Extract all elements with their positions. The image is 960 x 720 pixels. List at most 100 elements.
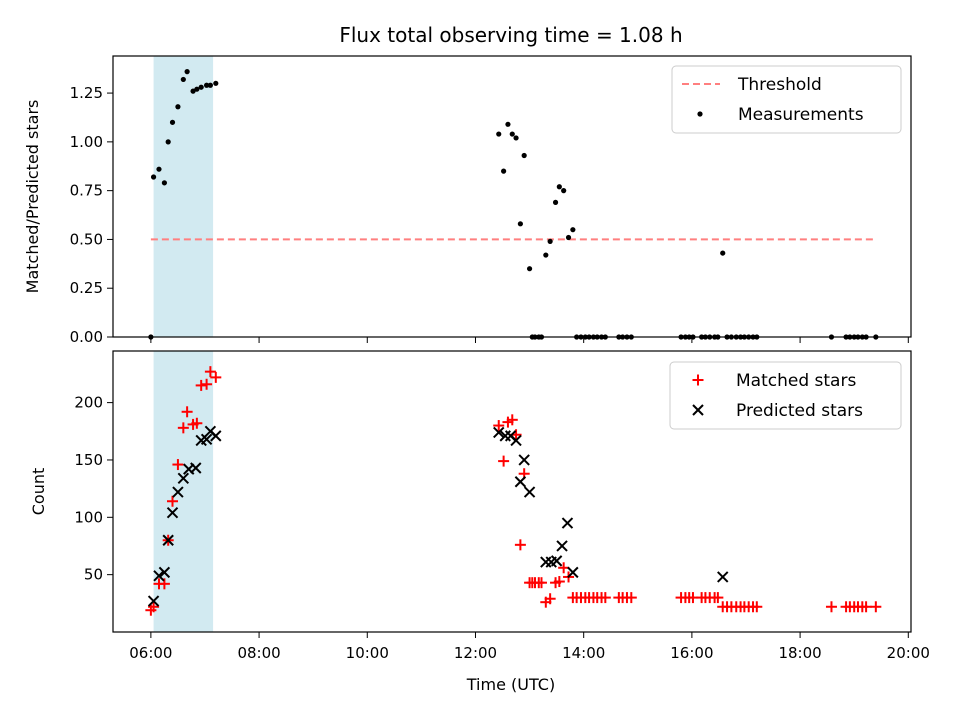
data-point-0-d2 xyxy=(147,595,160,607)
data-point-30 xyxy=(556,184,562,190)
data-point-23 xyxy=(556,540,568,552)
x-tick-label: 14:00 xyxy=(562,644,605,662)
data-point-11 xyxy=(198,84,204,90)
data-point-55 xyxy=(720,250,726,256)
data-point-26-d2 xyxy=(717,571,729,583)
legend-label: Measurements xyxy=(738,105,864,125)
legend-label: Threshold xyxy=(737,75,822,95)
data-point-22 xyxy=(526,266,533,272)
data-point-8 xyxy=(190,462,202,474)
y-tick-label: 150 xyxy=(74,451,103,469)
data-point-30 xyxy=(553,576,565,588)
data-point-7 xyxy=(177,422,189,434)
data-point-26 xyxy=(535,577,547,589)
data-point-5-d2 xyxy=(172,486,184,498)
data-point-6 xyxy=(177,472,190,485)
axes-frame xyxy=(112,55,912,338)
y-axis-label: Matched/Predicted stars xyxy=(23,100,42,294)
y-tick-label: 0.75 xyxy=(70,182,103,200)
data-point-33 xyxy=(570,227,576,233)
data-point-7-d2 xyxy=(183,463,195,475)
data-point-41 xyxy=(599,592,611,604)
data-point-2-d2 xyxy=(158,566,171,579)
x-tick-label: 18:00 xyxy=(778,644,821,662)
data-point-22 xyxy=(550,555,563,567)
x-tick-label: 12:00 xyxy=(454,644,497,662)
data-point-13 xyxy=(207,82,213,88)
data-point-3-d2 xyxy=(162,534,174,546)
data-point-5 xyxy=(167,495,179,507)
data-point-10 xyxy=(200,433,213,446)
legend-x-swatch xyxy=(692,404,704,416)
data-point-16 xyxy=(498,455,510,467)
y-tick-label: 100 xyxy=(74,508,103,526)
data-point-31 xyxy=(561,188,567,194)
y-tick-label: 0.00 xyxy=(70,328,103,346)
x-tick-label: 06:00 xyxy=(129,644,172,662)
data-point-14 xyxy=(213,80,219,86)
data-point-18 xyxy=(509,131,515,137)
top-panel-ratio: 0.00 0.25 0.50 0.75 1.00 1.25 Matched/Predicte… xyxy=(23,55,912,346)
axes-frame xyxy=(112,350,912,633)
data-point-17 xyxy=(514,476,527,488)
data-point-1 xyxy=(150,174,157,180)
data-point-12-d2 xyxy=(210,430,222,442)
data-point-3 xyxy=(162,534,174,546)
chart-title: Flux total observing time = 1.08 h xyxy=(339,23,682,47)
data-point-5 xyxy=(169,119,176,125)
data-point-13 xyxy=(204,366,216,378)
data-point-22-d2 xyxy=(550,555,563,567)
data-point-24-d2 xyxy=(561,517,574,529)
data-point-45 xyxy=(625,592,637,604)
data-point-70 xyxy=(860,601,872,613)
data-point-18-d2 xyxy=(518,454,530,466)
data-point-4 xyxy=(165,139,171,145)
x-tick-label: 08:00 xyxy=(237,644,280,662)
data-point-10-d2 xyxy=(200,433,213,446)
x-tick-label: 10:00 xyxy=(346,644,389,662)
legend-plus-swatch xyxy=(692,374,704,386)
data-point-6 xyxy=(175,104,181,110)
y-tick-label: 50 xyxy=(84,566,103,584)
data-point-18 xyxy=(518,454,530,466)
legend-label: Predicted stars xyxy=(736,401,863,421)
data-point-18 xyxy=(506,414,518,426)
x-axis-label: Time (UTC) xyxy=(466,675,555,694)
data-point-13-d2 xyxy=(493,426,505,439)
data-point-16-d2 xyxy=(510,434,522,447)
data-point-32 xyxy=(565,234,572,241)
data-point-25-d2 xyxy=(567,566,579,579)
data-point-4 xyxy=(166,507,179,519)
legend-label: Matched stars xyxy=(736,371,856,391)
data-point-15 xyxy=(493,420,505,432)
data-point-19 xyxy=(513,135,519,141)
data-point-20 xyxy=(517,221,523,227)
data-point-5 xyxy=(172,486,184,498)
series-predicted-stars xyxy=(147,425,729,607)
data-point-10 xyxy=(191,417,203,429)
data-point-19-d2 xyxy=(523,486,536,498)
data-point-1 xyxy=(148,601,160,613)
legend-x-swatch-d2 xyxy=(692,404,704,416)
data-point-23-d2 xyxy=(556,540,568,552)
legend: Threshold Measurements xyxy=(671,65,902,134)
data-point-3 xyxy=(161,180,167,186)
data-point-15 xyxy=(496,131,502,137)
data-point-28 xyxy=(544,593,556,605)
x-tick-label: 16:00 xyxy=(670,644,713,662)
data-point-54 xyxy=(712,592,724,604)
y-axis-label: Count xyxy=(29,468,48,516)
data-point-8 xyxy=(181,406,193,418)
x-tick-label: 20:00 xyxy=(887,644,930,662)
y-tick-label: 200 xyxy=(74,394,103,412)
data-point-0 xyxy=(147,595,160,607)
data-point-12 xyxy=(210,430,222,442)
data-point-1 xyxy=(153,570,165,582)
data-point-14 xyxy=(210,371,222,383)
bottom-panel-count: 50 100 150 200 06:00 08:00 10:00 12:00 14:00 16:0… xyxy=(29,350,930,662)
data-point-13 xyxy=(493,426,505,439)
data-point-29 xyxy=(552,199,559,205)
data-point-27 xyxy=(543,252,549,258)
data-point-20 xyxy=(514,539,526,551)
